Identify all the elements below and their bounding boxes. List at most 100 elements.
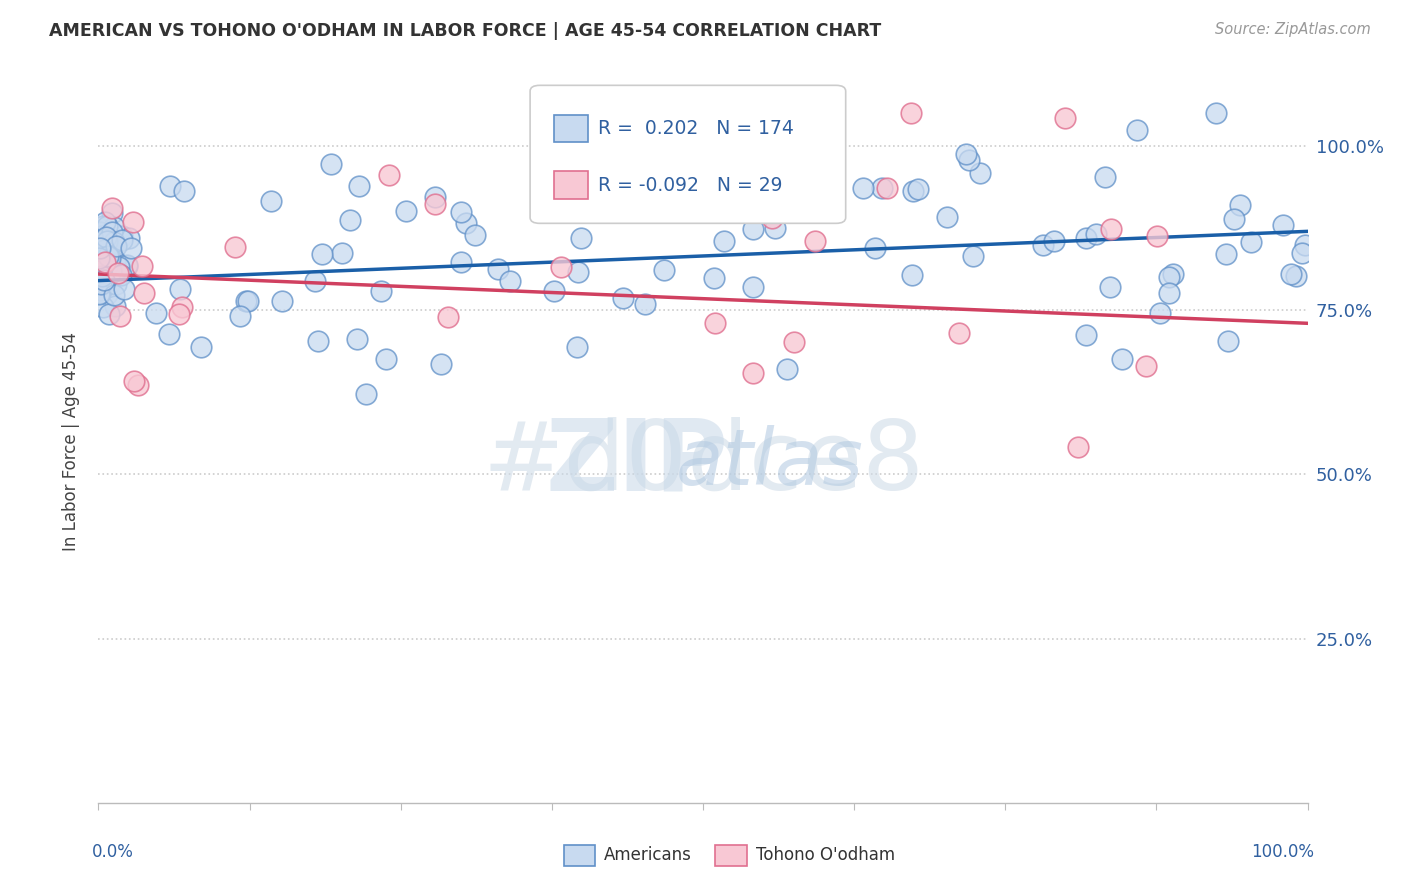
Point <box>1084 227 1107 242</box>
Point <box>97 239 120 253</box>
Point <box>118 231 141 245</box>
Point <box>229 309 252 323</box>
Point <box>1146 229 1168 244</box>
Point <box>543 284 565 298</box>
Point <box>745 183 768 197</box>
Point <box>91 219 114 234</box>
Point <box>87 287 110 301</box>
Point <box>108 310 131 324</box>
Point <box>98 231 121 245</box>
Point <box>104 255 127 269</box>
Point <box>565 340 588 354</box>
Text: 100.0%: 100.0% <box>1250 843 1313 861</box>
Point <box>90 254 112 268</box>
Point <box>89 252 111 267</box>
Point <box>91 258 114 272</box>
Point <box>122 215 145 229</box>
Text: Source: ZipAtlas.com: Source: ZipAtlas.com <box>1215 22 1371 37</box>
Point <box>935 211 957 225</box>
Point <box>1205 106 1227 120</box>
Point <box>1294 237 1316 252</box>
Point <box>870 181 893 195</box>
Text: atlas: atlas <box>675 425 863 501</box>
Point <box>374 351 396 366</box>
Point <box>595 127 617 141</box>
Point <box>673 153 696 168</box>
Point <box>98 252 121 266</box>
Point <box>94 253 117 268</box>
Point <box>430 357 453 371</box>
Point <box>1032 238 1054 252</box>
Point <box>89 272 111 286</box>
Point <box>108 260 131 274</box>
Point <box>90 229 112 244</box>
Point <box>307 334 329 348</box>
Point <box>370 284 392 298</box>
Point <box>876 181 898 195</box>
Point <box>612 291 634 305</box>
Point <box>90 271 112 285</box>
Point <box>741 280 763 294</box>
Point <box>115 259 138 273</box>
Point <box>97 249 120 263</box>
Point <box>169 307 191 321</box>
Point <box>96 219 118 233</box>
Point <box>783 167 806 181</box>
Point <box>768 203 790 218</box>
Point <box>97 307 120 321</box>
Point <box>100 264 122 278</box>
Point <box>804 235 827 249</box>
Point <box>425 190 447 204</box>
Point <box>1126 123 1149 137</box>
Point <box>901 268 924 282</box>
Point <box>111 233 134 247</box>
Point <box>763 221 786 235</box>
Point <box>1159 286 1181 301</box>
Point <box>100 243 122 257</box>
Point <box>94 215 117 229</box>
Point <box>1074 231 1097 245</box>
Point <box>347 178 370 193</box>
Point <box>93 273 115 287</box>
Point <box>1094 169 1116 184</box>
Point <box>169 282 191 296</box>
Point <box>96 287 118 301</box>
Point <box>713 235 735 249</box>
Point <box>395 204 418 219</box>
Point <box>128 377 150 392</box>
Point <box>776 362 799 376</box>
Point <box>1099 280 1122 294</box>
Point <box>1216 334 1239 348</box>
Point <box>1076 328 1098 343</box>
Point <box>569 231 592 245</box>
Point <box>450 205 472 219</box>
Y-axis label: In Labor Force | Age 45-54: In Labor Force | Age 45-54 <box>62 332 80 551</box>
Point <box>270 293 292 308</box>
Point <box>131 259 153 273</box>
Point <box>1279 267 1302 281</box>
Point <box>97 263 120 277</box>
Point <box>761 211 783 226</box>
Point <box>1111 352 1133 367</box>
Point <box>96 242 118 256</box>
Point <box>354 386 377 401</box>
Point <box>96 259 118 273</box>
Point <box>90 284 112 298</box>
Point <box>454 216 477 230</box>
Point <box>1054 111 1077 125</box>
Point <box>865 241 887 255</box>
Point <box>93 277 115 291</box>
Point <box>955 147 977 161</box>
Point <box>304 274 326 288</box>
Point <box>311 246 333 260</box>
Point <box>634 297 657 311</box>
Point <box>100 236 122 251</box>
Point <box>93 279 115 293</box>
Text: R = -0.092   N = 29: R = -0.092 N = 29 <box>598 176 782 194</box>
Point <box>98 240 121 254</box>
Point <box>377 169 399 183</box>
Point <box>567 265 589 279</box>
Point <box>488 262 510 277</box>
Point <box>111 228 134 243</box>
Point <box>643 201 665 215</box>
